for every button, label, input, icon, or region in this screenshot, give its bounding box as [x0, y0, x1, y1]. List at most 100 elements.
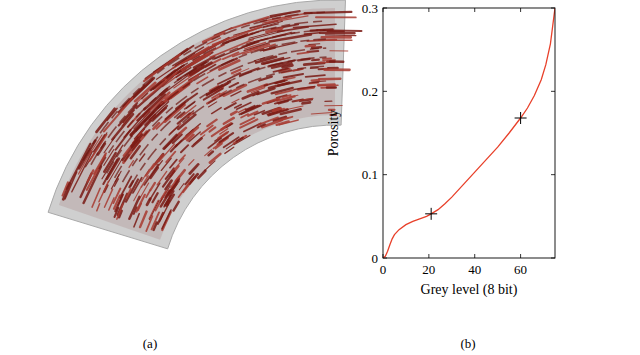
pore [134, 214, 139, 227]
pore [146, 190, 150, 197]
pore [190, 164, 198, 173]
x-tick-label: 40 [468, 262, 481, 277]
pore [201, 126, 213, 135]
y-tick [551, 91, 555, 92]
pore [303, 102, 310, 103]
ply-layer [122, 57, 326, 182]
pore [325, 101, 332, 102]
pore [243, 92, 259, 98]
pore [163, 171, 174, 187]
pore [129, 197, 139, 219]
x-tick [474, 254, 475, 258]
pore [258, 124, 265, 127]
pore [67, 144, 91, 189]
pore [327, 86, 336, 89]
pore [266, 16, 308, 23]
pore [99, 181, 109, 201]
pore [240, 119, 257, 127]
y-axis-label: Porosity [326, 110, 341, 157]
pore [277, 121, 289, 125]
pore [324, 68, 349, 71]
pore [174, 202, 179, 211]
pore [198, 171, 205, 178]
pore [209, 152, 213, 156]
pore [275, 99, 292, 103]
pore [97, 204, 100, 211]
pore [325, 105, 342, 106]
caption: (b) [460, 336, 475, 351]
pore [296, 98, 313, 101]
ply-layer [130, 66, 326, 186]
pore [322, 36, 351, 39]
pore [96, 109, 114, 132]
pore [144, 54, 180, 81]
x-tick [428, 254, 429, 258]
pore [104, 189, 112, 207]
y-tick [383, 174, 387, 175]
pore [173, 134, 182, 143]
pore [212, 108, 222, 114]
pore [190, 174, 198, 183]
pore [309, 82, 319, 84]
pore [240, 108, 254, 114]
pore [215, 144, 222, 149]
pore [152, 212, 159, 229]
pore [134, 112, 150, 129]
chart: 020406000.10.20.3Grey level (8 bit)Poros… [326, 1, 555, 299]
pore [278, 27, 308, 32]
x-tick [428, 8, 429, 12]
pore [224, 85, 246, 96]
pore [258, 88, 275, 94]
pore [210, 154, 220, 163]
canvas: (a)020406000.10.20.3Grey level (8 bit)Po… [0, 0, 640, 355]
pore [310, 81, 319, 83]
pore [232, 99, 239, 102]
pore [312, 59, 319, 62]
pore [126, 189, 130, 198]
pore [224, 137, 239, 147]
pore [172, 158, 184, 172]
plot-frame [383, 8, 555, 258]
pore [149, 200, 158, 218]
pore [230, 83, 239, 87]
pore [192, 138, 201, 146]
pore [330, 60, 343, 63]
sample-body [48, 0, 345, 249]
pore [179, 128, 186, 134]
pore [278, 101, 287, 103]
pore [306, 75, 325, 77]
pore [154, 222, 157, 230]
y-tick [551, 174, 555, 175]
pore [321, 86, 335, 88]
pore [140, 212, 147, 228]
pore [294, 86, 315, 89]
pore [220, 129, 228, 134]
pore [212, 125, 228, 136]
volume-rendering [48, 0, 361, 249]
pore [225, 103, 236, 109]
pore [152, 155, 163, 169]
pore [65, 172, 77, 199]
y-tick-label: 0.2 [362, 84, 378, 99]
pore [90, 135, 107, 161]
pore [278, 118, 287, 121]
pore [170, 160, 177, 168]
x-axis-label: Grey level (8 bit) [421, 282, 518, 298]
pore [161, 190, 171, 207]
pore [273, 108, 281, 111]
marker [515, 112, 527, 124]
pore [230, 17, 269, 29]
pore [330, 50, 348, 51]
pore [161, 158, 171, 170]
pore [141, 169, 149, 181]
pore [319, 61, 329, 63]
plot-area [383, 8, 555, 258]
pore [190, 63, 211, 75]
figure: (a)020406000.10.20.3Grey level (8 bit)Po… [0, 0, 640, 355]
x-tick [474, 8, 475, 12]
pore [234, 135, 250, 144]
pore [320, 32, 355, 35]
x-tick [520, 254, 521, 258]
pore [117, 204, 123, 219]
pore [159, 144, 175, 162]
